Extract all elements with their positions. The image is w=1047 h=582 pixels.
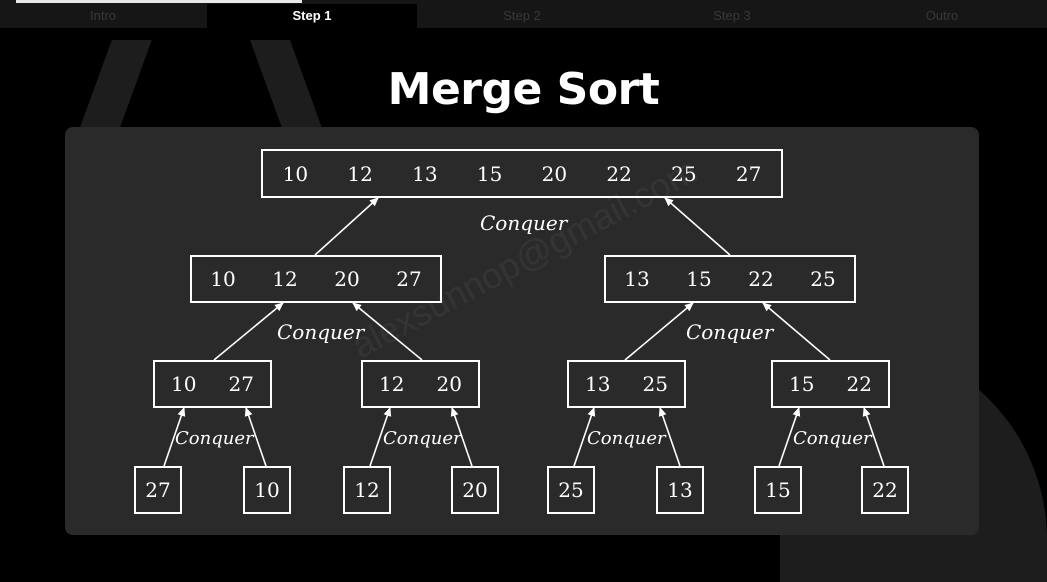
single-element-box: 10 — [243, 466, 291, 514]
array-element: 10 — [282, 161, 309, 186]
single-element-box: 12 — [343, 466, 391, 514]
diagram-panel — [65, 127, 979, 535]
tab-outro[interactable]: Outro — [925, 8, 959, 23]
subarray-box: 10 12 20 27 — [190, 255, 442, 303]
array-element: 27 — [228, 372, 254, 396]
merged-array-box: 10 12 13 15 20 22 25 27 — [261, 149, 783, 198]
array-element: 20 — [436, 372, 462, 396]
array-element: 27 — [396, 267, 422, 291]
array-element: 12 — [379, 372, 405, 396]
single-element-box: 20 — [451, 466, 499, 514]
conquer-label: Conquer — [175, 428, 254, 449]
array-element: 15 — [686, 267, 712, 291]
conquer-label: Conquer — [793, 428, 872, 449]
conquer-label: Conquer — [480, 211, 568, 235]
subarray-box: 13 15 22 25 — [604, 255, 856, 303]
tab-step-3[interactable]: Step 3 — [713, 8, 751, 23]
array-element: 25 — [810, 267, 836, 291]
tab-bar: Intro Step 1 Step 2 Step 3 Outro — [0, 0, 1047, 28]
tab-step-1[interactable]: Step 1 — [207, 4, 417, 28]
conquer-label: Conquer — [383, 428, 462, 449]
tab-intro[interactable]: Intro — [89, 8, 116, 23]
conquer-label: Conquer — [686, 320, 774, 344]
single-element-box: 27 — [134, 466, 182, 514]
array-element: 22 — [606, 161, 632, 186]
array-element: 13 — [585, 372, 611, 396]
pair-box: 12 20 — [361, 360, 480, 408]
array-element: 13 — [624, 267, 650, 291]
array-element: 22 — [748, 267, 774, 291]
array-element: 13 — [412, 161, 438, 186]
array-element: 15 — [789, 372, 815, 396]
conquer-label: Conquer — [277, 320, 365, 344]
pair-box: 15 22 — [771, 360, 890, 408]
tab-step-2[interactable]: Step 2 — [503, 8, 541, 23]
array-element: 25 — [671, 161, 697, 186]
array-element: 25 — [642, 372, 668, 396]
array-element: 10 — [171, 372, 197, 396]
array-element: 10 — [210, 267, 236, 291]
array-element: 12 — [272, 267, 298, 291]
conquer-label: Conquer — [587, 428, 666, 449]
single-element-box: 15 — [754, 466, 802, 514]
progress-bar — [16, 0, 302, 3]
array-element: 27 — [735, 161, 762, 186]
single-element-box: 22 — [861, 466, 909, 514]
array-element: 20 — [334, 267, 360, 291]
array-element: 15 — [476, 161, 503, 186]
single-element-box: 25 — [547, 466, 595, 514]
array-element: 22 — [846, 372, 872, 396]
pair-box: 13 25 — [567, 360, 686, 408]
single-element-box: 13 — [656, 466, 704, 514]
page-title: Merge Sort — [387, 64, 660, 115]
array-element: 20 — [541, 161, 568, 186]
pair-box: 10 27 — [153, 360, 272, 408]
array-element: 12 — [347, 161, 373, 186]
